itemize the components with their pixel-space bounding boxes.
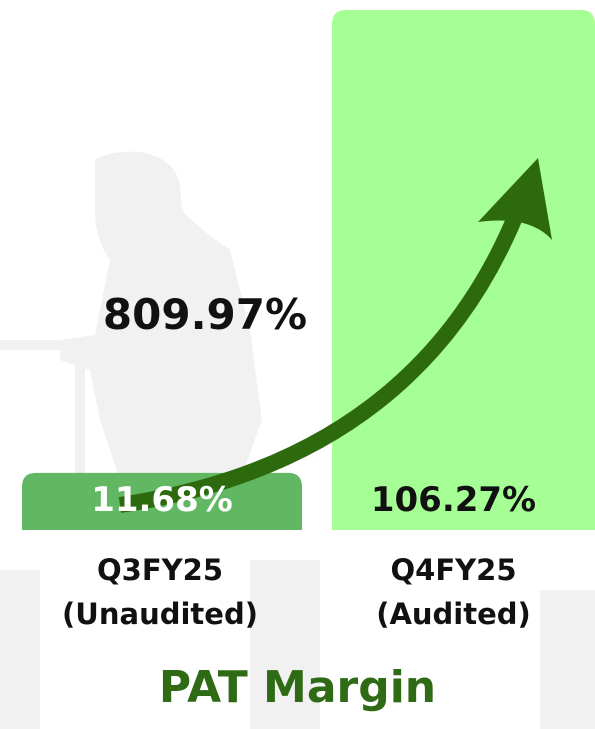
arrow-head (478, 158, 552, 240)
value-label: 11.68% (91, 480, 233, 520)
growth-annotation: 809.97% (102, 290, 308, 339)
category-label: Q4FY25 (Audited) (376, 553, 531, 631)
value-label: 106.27% (370, 480, 537, 520)
bar (332, 10, 595, 530)
chart-title: PAT Margin (158, 662, 437, 713)
category-label: Q3FY25 (Unaudited) (62, 553, 258, 631)
arrow-shaft (118, 202, 528, 513)
background-silhouette (0, 151, 595, 729)
growth-arrow (118, 158, 552, 513)
